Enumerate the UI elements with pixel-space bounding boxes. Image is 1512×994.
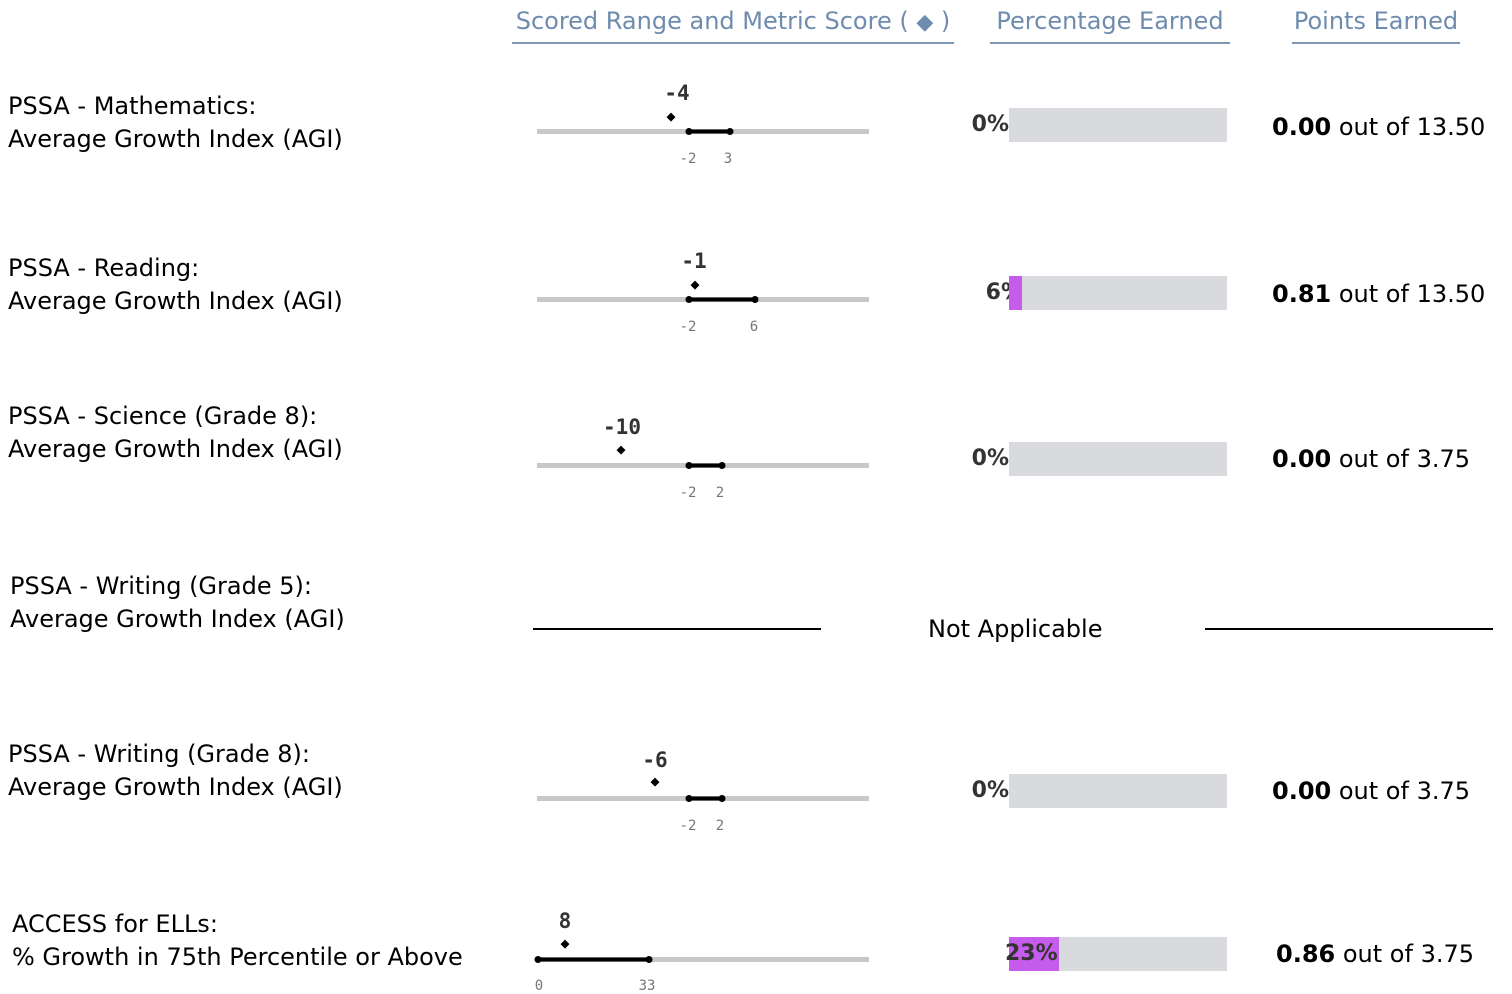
points-out-of: out of bbox=[1338, 280, 1409, 308]
metric-label: PSSA - Mathematics: Average Growth Index… bbox=[8, 90, 343, 156]
score-range-scale: -1 ◆ -2 6 bbox=[537, 249, 869, 335]
points-earned: 0.86 out of 3.75 bbox=[1276, 937, 1474, 971]
range-low-marker bbox=[685, 462, 693, 469]
score-value-label: -6 bbox=[642, 748, 667, 772]
metric-subtitle: % Growth in 75th Percentile or Above bbox=[12, 943, 463, 971]
metric-title: PSSA - Writing (Grade 8): bbox=[8, 740, 310, 768]
header-scored-range-suffix: ) bbox=[940, 7, 951, 35]
not-applicable-divider-right bbox=[1205, 628, 1493, 630]
header-points-text: Points Earned bbox=[1293, 7, 1459, 35]
metric-subtitle: Average Growth Index (AGI) bbox=[8, 287, 343, 315]
header-scored-range: Scored Range and Metric Score ( ◆ ) bbox=[512, 4, 954, 44]
score-value-label: 8 bbox=[559, 909, 572, 933]
header-scored-range-text: Scored Range and Metric Score ( bbox=[515, 7, 909, 35]
range-low-label: -2 bbox=[680, 485, 697, 501]
metric-title: PSSA - Reading: bbox=[8, 254, 200, 282]
range-low-marker bbox=[685, 296, 693, 303]
range-high-marker bbox=[645, 956, 653, 963]
metric-title: ACCESS for ELLs: bbox=[12, 910, 218, 938]
points-max: 3.75 bbox=[1416, 777, 1471, 805]
points-max: 13.50 bbox=[1416, 113, 1486, 141]
range-high-marker bbox=[718, 795, 726, 802]
range-low-marker bbox=[685, 128, 693, 135]
points-value: 0.00 bbox=[1272, 777, 1332, 805]
range-high-label: 33 bbox=[639, 978, 656, 994]
metric-subtitle: Average Growth Index (AGI) bbox=[10, 605, 345, 633]
range-high-label: 3 bbox=[724, 151, 732, 167]
metric-label: ACCESS for ELLs: % Growth in 75th Percen… bbox=[12, 908, 463, 974]
metric-label: PSSA - Reading: Average Growth Index (AG… bbox=[8, 252, 343, 318]
metric-label: PSSA - Writing (Grade 5): Average Growth… bbox=[10, 570, 345, 636]
score-range-scale: -6 ◆ -2 2 bbox=[537, 748, 869, 834]
percent-earned-bar bbox=[1009, 774, 1227, 808]
points-value: 0.86 bbox=[1276, 940, 1336, 968]
range-high-marker bbox=[751, 296, 759, 303]
metric-subtitle: Average Growth Index (AGI) bbox=[8, 773, 343, 801]
percent-earned-bar bbox=[1009, 442, 1227, 476]
diamond-icon: ◆ bbox=[916, 10, 934, 35]
metric-subtitle: Average Growth Index (AGI) bbox=[8, 435, 343, 463]
header-percentage-text: Percentage Earned bbox=[996, 7, 1224, 35]
metric-subtitle: Average Growth Index (AGI) bbox=[8, 125, 343, 153]
percent-earned-fill bbox=[1009, 276, 1023, 310]
metric-label: PSSA - Writing (Grade 8): Average Growth… bbox=[8, 738, 343, 804]
metric-title: PSSA - Science (Grade 8): bbox=[8, 402, 318, 430]
score-diamond-icon: ◆ bbox=[616, 440, 625, 458]
range-low-label: -2 bbox=[680, 151, 697, 167]
range-high-marker bbox=[726, 128, 734, 135]
points-earned: 0.00 out of 3.75 bbox=[1272, 442, 1470, 476]
score-range-scale: -10 ◆ -2 2 bbox=[537, 415, 869, 501]
points-max: 3.75 bbox=[1416, 445, 1471, 473]
percent-earned-label: 0% bbox=[971, 446, 1009, 471]
percent-earned-label: 0% bbox=[971, 112, 1009, 137]
points-max: 13.50 bbox=[1416, 280, 1486, 308]
points-earned: 0.81 out of 13.50 bbox=[1272, 277, 1485, 311]
percent-earned-bar bbox=[1009, 108, 1227, 142]
points-out-of: out of bbox=[1338, 777, 1409, 805]
points-value: 0.00 bbox=[1272, 445, 1332, 473]
percent-earned-label: 23% bbox=[1005, 941, 1058, 966]
metric-label: PSSA - Science (Grade 8): Average Growth… bbox=[8, 400, 343, 466]
range-high-label: 6 bbox=[750, 319, 758, 335]
range-high-label: 2 bbox=[716, 818, 724, 834]
points-out-of: out of bbox=[1338, 445, 1409, 473]
metric-title: PSSA - Mathematics: bbox=[8, 92, 257, 120]
range-high-label: 2 bbox=[716, 485, 724, 501]
range-high-marker bbox=[718, 462, 726, 469]
not-applicable-divider-left bbox=[533, 628, 821, 630]
range-low-marker bbox=[685, 795, 693, 802]
score-diamond-icon: ◆ bbox=[666, 107, 675, 125]
points-earned: 0.00 out of 3.75 bbox=[1272, 774, 1470, 808]
score-value-label: -4 bbox=[664, 81, 689, 105]
points-out-of: out of bbox=[1342, 940, 1413, 968]
range-low-label: 0 bbox=[535, 978, 543, 994]
percent-earned-bar bbox=[1009, 937, 1227, 971]
score-range-scale: 8 ◆ 0 33 bbox=[534, 909, 869, 994]
points-value: 0.00 bbox=[1272, 113, 1332, 141]
points-out-of: out of bbox=[1338, 113, 1409, 141]
score-range-scale: -4 ◆ -2 3 bbox=[537, 81, 869, 167]
metric-title: PSSA - Writing (Grade 5): bbox=[10, 572, 312, 600]
points-max: 3.75 bbox=[1420, 940, 1475, 968]
header-points-earned: Points Earned bbox=[1292, 4, 1460, 44]
not-applicable-label: Not Applicable bbox=[928, 615, 1103, 643]
score-diamond-icon: ◆ bbox=[650, 772, 659, 790]
percent-earned-bar bbox=[1009, 276, 1227, 310]
score-diamond-icon: ◆ bbox=[690, 275, 699, 293]
score-value-label: -10 bbox=[603, 415, 641, 439]
score-value-label: -1 bbox=[681, 249, 706, 273]
range-low-label: -2 bbox=[680, 818, 697, 834]
percent-earned-fill bbox=[1009, 937, 1060, 971]
range-low-marker bbox=[534, 956, 542, 963]
score-diamond-icon: ◆ bbox=[560, 934, 569, 952]
points-earned: 0.00 out of 13.50 bbox=[1272, 110, 1485, 144]
percent-earned-label: 0% bbox=[971, 778, 1009, 803]
header-percentage-earned: Percentage Earned bbox=[990, 4, 1230, 44]
points-value: 0.81 bbox=[1272, 280, 1332, 308]
range-low-label: -2 bbox=[680, 319, 697, 335]
